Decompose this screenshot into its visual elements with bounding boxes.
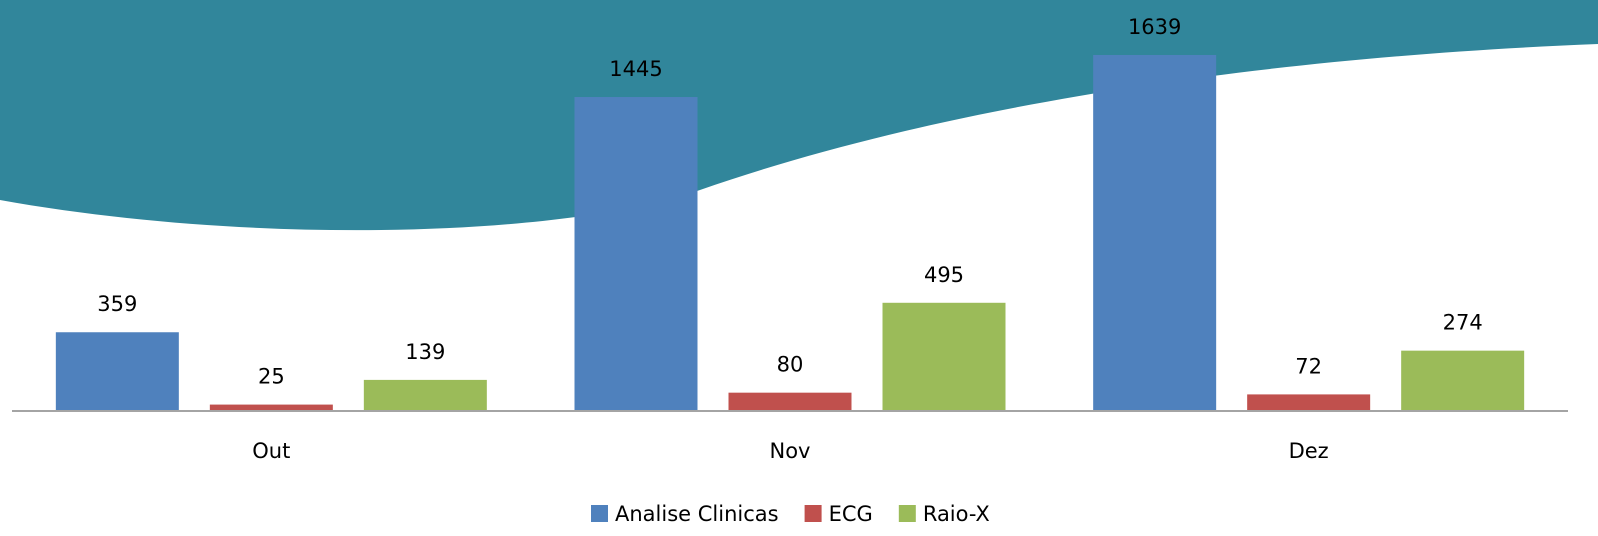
bar [55, 332, 179, 410]
data-label: 72 [1295, 354, 1322, 378]
data-label: 1445 [609, 57, 662, 81]
data-label: 80 [777, 353, 804, 377]
bar [1401, 350, 1525, 410]
legend-swatch [898, 505, 916, 522]
bar [363, 379, 487, 410]
bar [882, 302, 1006, 410]
data-label: 359 [97, 292, 137, 316]
bar [728, 392, 852, 410]
plot: Out 359 25 139 Nov 1445 80 495 Dez 1639 72 274 Anali… [55, 15, 1525, 526]
legend-swatch [804, 505, 822, 522]
x-tick-label: Dez [1289, 439, 1329, 463]
legend-label: Analise Clinicas [615, 502, 779, 526]
data-label: 1639 [1128, 15, 1181, 39]
data-label: 495 [924, 263, 964, 287]
bar [1093, 55, 1217, 410]
background-wave [0, 0, 1598, 231]
legend-label: Raio-X [923, 502, 990, 526]
bar [574, 97, 698, 410]
legend-label: ECG [829, 502, 873, 526]
x-tick-label: Out [252, 439, 290, 463]
data-label: 25 [258, 365, 285, 389]
bar [1247, 394, 1371, 410]
legend-swatch [591, 505, 608, 522]
data-label: 274 [1443, 311, 1483, 335]
data-label: 139 [405, 340, 445, 364]
x-tick-label: Nov [770, 439, 811, 463]
bar [209, 404, 333, 410]
